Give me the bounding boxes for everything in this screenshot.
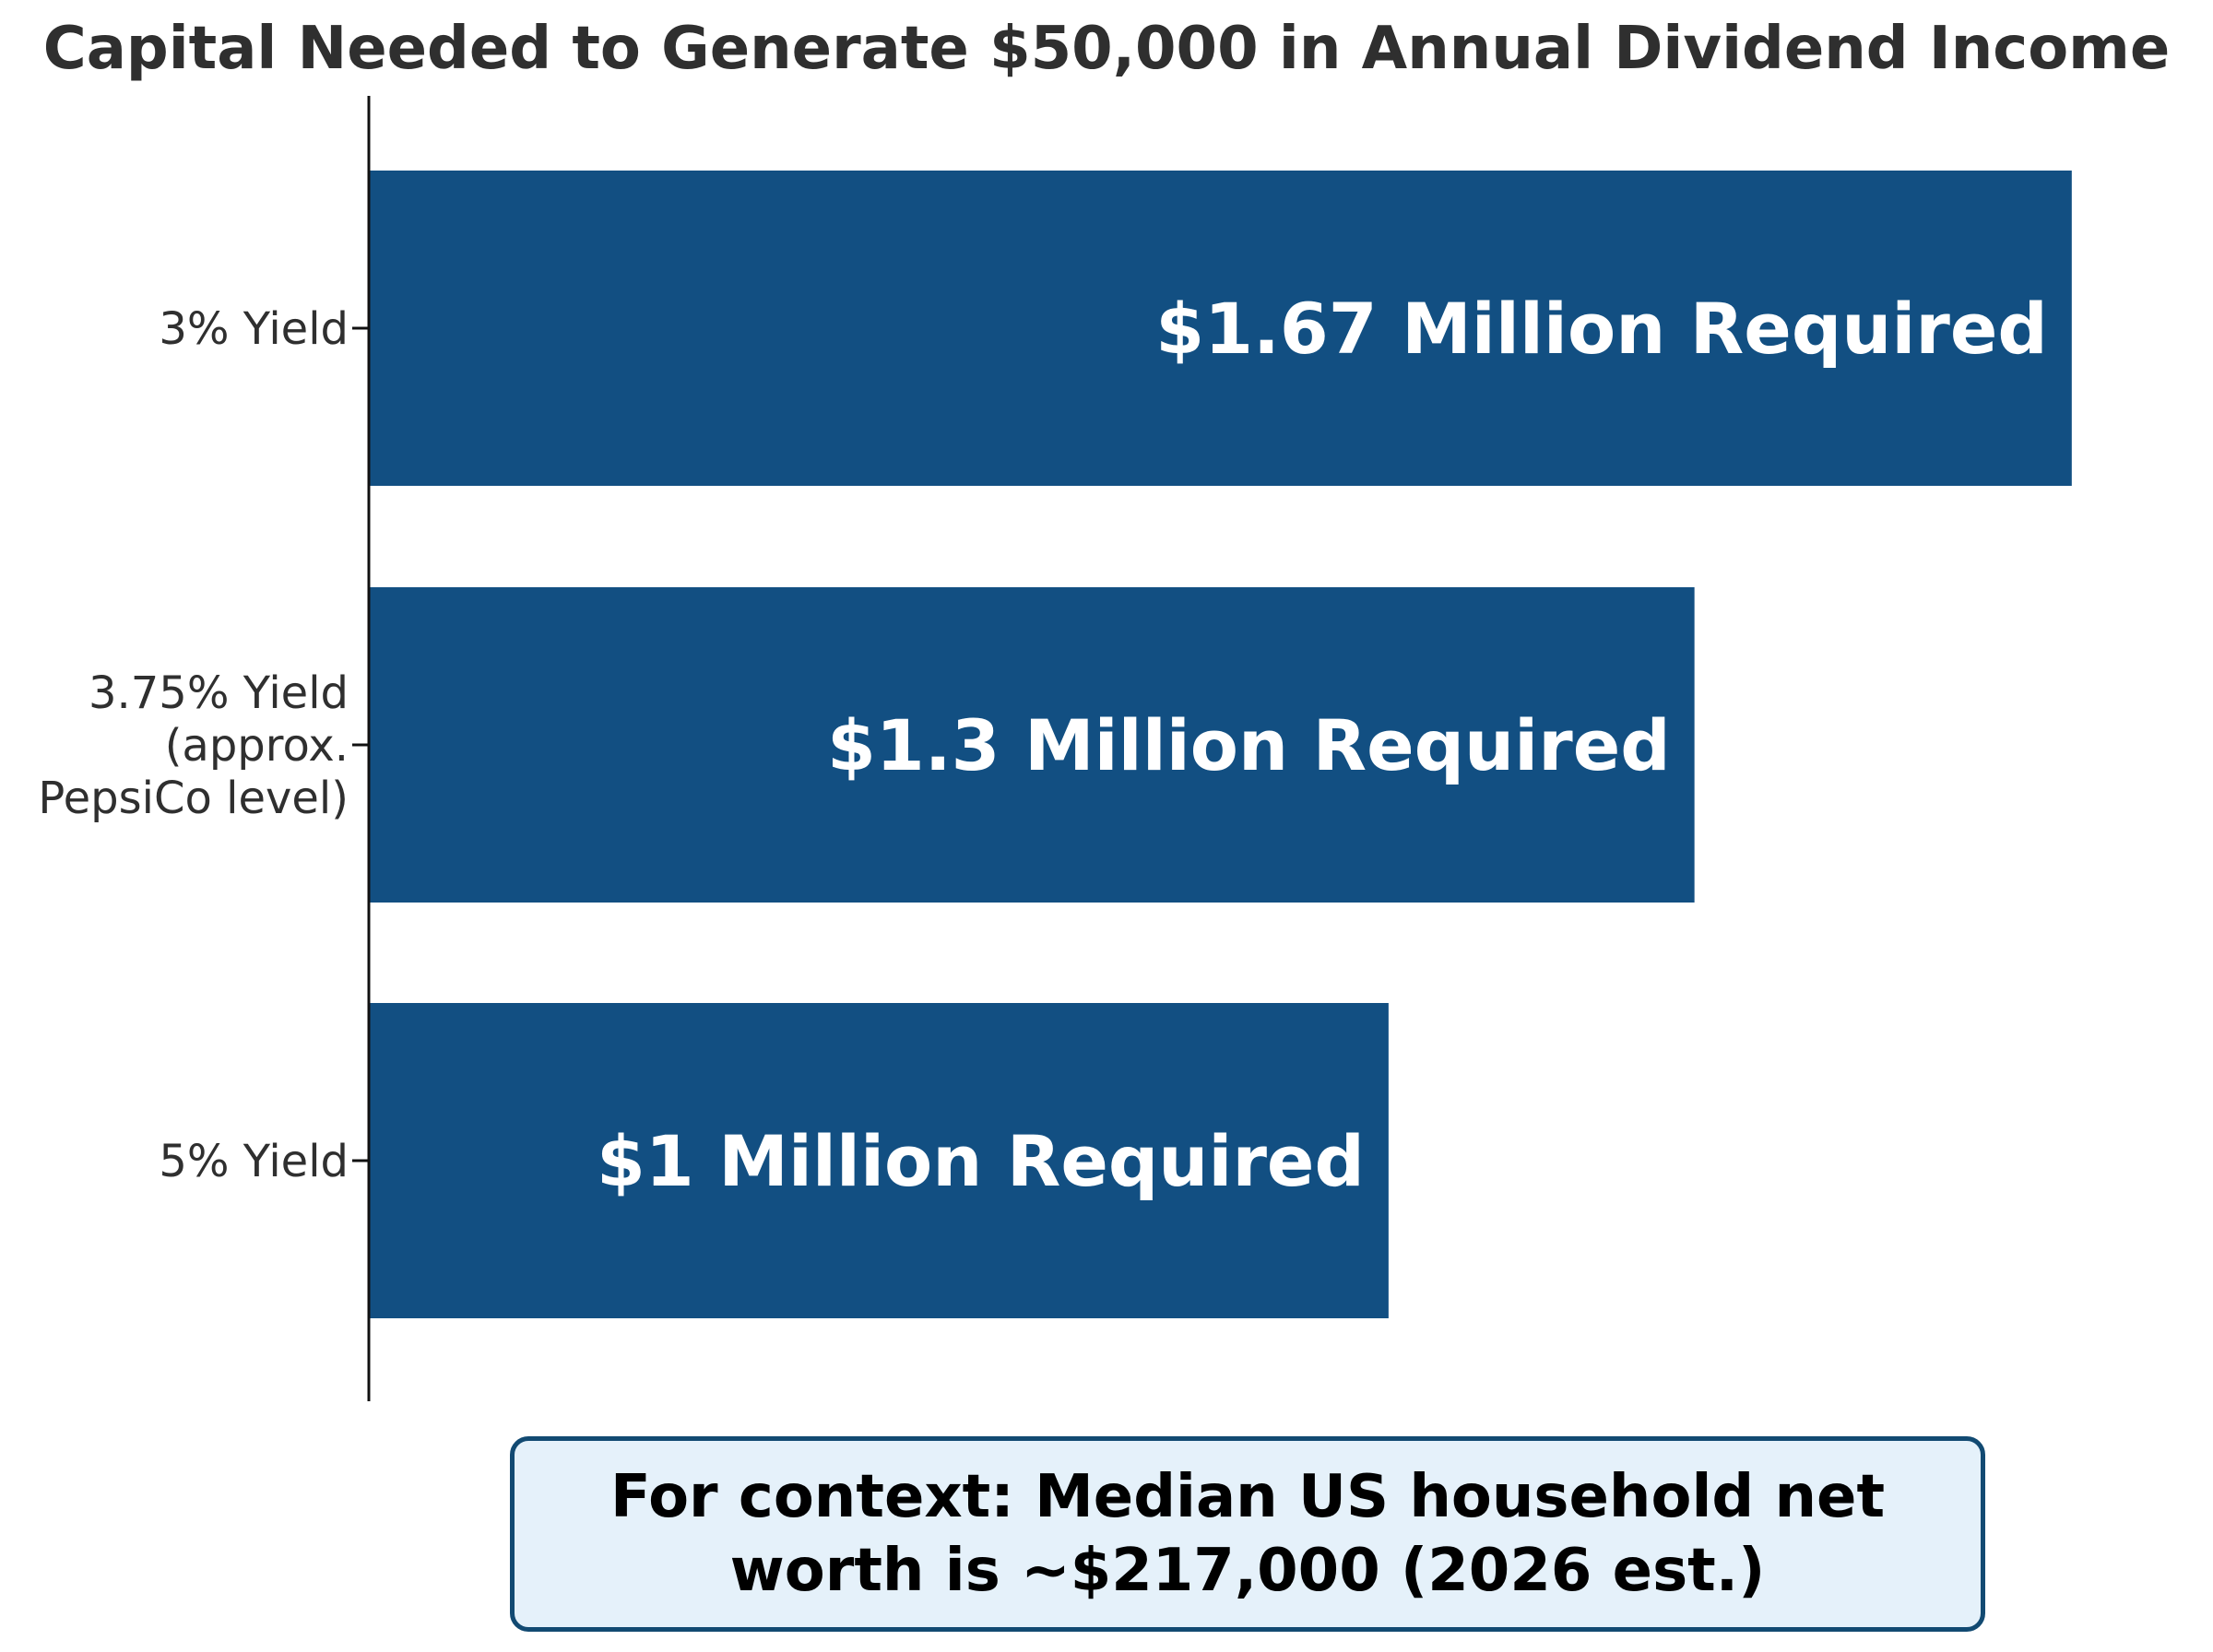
y-axis: 3% Yield 3.75% Yield (approx. PepsiCo level… [38, 96, 371, 1401]
bar [369, 171, 2072, 486]
y-tick-label-line: 3.75% Yield [89, 667, 349, 719]
context-annotation-text: For context: Median US household net wor… [609, 1463, 1886, 1605]
y-tick-label-line: 5% Yield [159, 1136, 349, 1187]
bar [369, 1003, 1389, 1318]
bars-layer: $1.67 Million Required $1.3 Million Requi… [369, 171, 2072, 1318]
y-tick-label-line: (approx. [165, 720, 349, 772]
y-tick-label: 5% Yield [159, 1136, 349, 1187]
y-tick-label: 3% Yield [159, 303, 349, 355]
bar-value-label: $1.3 Million Required [827, 704, 1671, 786]
bar-value-label: $1.67 Million Required [1155, 288, 2048, 370]
context-annotation-box: For context: Median US household net wor… [510, 1436, 1985, 1632]
bar [369, 587, 1695, 903]
y-tick-label-line: 3% Yield [159, 303, 349, 355]
y-tick-label: 3.75% Yield (approx. PepsiCo level) [38, 667, 349, 824]
y-tick-label-line: PepsiCo level) [38, 773, 349, 824]
bar-value-label: $1 Million Required [597, 1120, 1365, 1202]
chart-title: Capital Needed to Generate $50,000 in An… [43, 15, 2171, 83]
